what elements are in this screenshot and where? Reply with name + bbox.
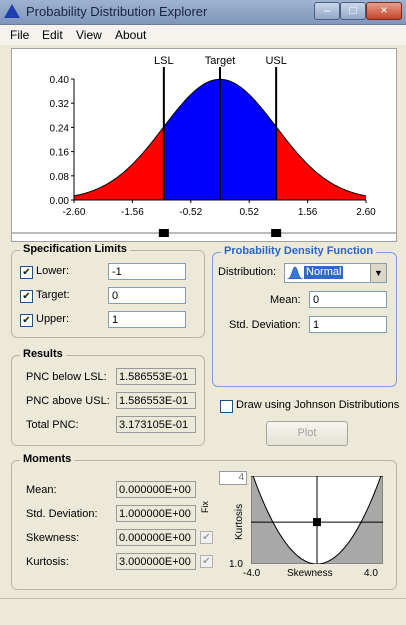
x-tick-label: -1.56 [121,207,144,218]
kurtosis-axis-label: Kurtosis [234,503,245,540]
y-tick-label: 0.16 [50,148,70,159]
pdf-mean-input[interactable]: 0 [309,291,387,308]
fix-skewness-checkbox[interactable]: ✔ [200,531,213,544]
upper-label: Upper: [36,313,70,325]
moments-title: Moments [20,453,75,465]
menu-view[interactable]: View [76,28,102,42]
moment-mean-label: Mean: [26,484,57,496]
y-tick-label: 0.32 [50,99,70,110]
pdf-mean-label: Mean: [270,294,301,306]
results-title: Results [20,348,66,360]
distribution-selected-value: Normal [304,266,344,279]
total-pnc-value: 3.173105E-01 [116,416,196,433]
window-title: Probability Distribution Explorer [26,4,208,19]
moment-point[interactable] [313,518,321,527]
app-icon [4,4,20,18]
pnc-above-value: 1.586553E-01 [116,392,196,409]
lsl-slider-handle[interactable] [158,229,169,237]
y-tick-label: 0.40 [50,75,70,86]
moment-kurt-value: 3.000000E+00 [116,553,196,570]
chevron-down-icon[interactable]: ▼ [370,264,386,282]
pdf-sd-label: Std. Deviation: [229,319,301,331]
x-tick-label: -2.60 [63,207,86,218]
johnson-label: Draw using Johnson Distributions [236,399,400,411]
fix-label: Fix [200,501,210,513]
target-field-label: Target: [36,289,70,301]
menu-about[interactable]: About [115,28,147,42]
distribution-chart: 0.40 0.32 0.24 0.16 0.08 0.00-2.60 -1.56 -0.52 0… [12,55,396,237]
title-bar: Probability Distribution Explorer – □ × [0,0,406,25]
total-pnc-label: Total PNC: [26,419,79,431]
upper-checkbox[interactable]: ✔ [20,314,33,327]
moment-mean-value: 0.000000E+00 [116,481,196,498]
maximize-button[interactable]: □ [340,2,366,20]
lower-label: Lower: [36,265,70,277]
lower-input[interactable]: -1 [108,263,186,280]
x-tick-label: 1.56 [298,207,318,218]
target-checkbox[interactable]: ✔ [20,290,33,303]
distribution-label: Distribution: [218,266,277,278]
status-bar [0,598,406,625]
distribution-plot-panel: 0.40 0.32 0.24 0.16 0.08 0.00 -2.60 -1.56 -0.52 0… [11,48,397,242]
chart-axes: 0.40 0.32 0.24 0.16 0.08 0.00-2.60 -1.56 -0.52 0… [50,75,377,218]
y-tick-label: 0.24 [50,123,70,134]
target-input[interactable]: 0 [108,287,186,304]
menu-bar: File Edit View About [0,25,406,45]
y-tick-label: 0.00 [50,196,70,207]
target-label: Target [205,55,236,67]
moment-sd-value: 1.000000E+00 [116,505,196,522]
minimize-button[interactable]: – [314,2,340,20]
close-button[interactable]: × [366,2,402,20]
y-tick-label: 0.08 [50,172,70,183]
pdf-title: Probability Density Function [221,245,377,257]
moment-skew-value: 0.000000E+00 [116,529,196,546]
lsl-label: LSL [154,55,174,67]
lower-tail-area [74,126,164,200]
moment-kurt-label: Kurtosis: [26,556,69,568]
upper-input[interactable]: 1 [108,311,186,328]
skewness-max-label: 4.0 [364,568,378,579]
skewness-axis-label: Skewness [287,568,333,579]
menu-file[interactable]: File [10,28,30,42]
moments-group: Moments Mean: 0.000000E+00 Std. Deviatio… [11,453,397,590]
distribution-select[interactable]: Normal ▼ [284,263,387,283]
kurtosis-max-field[interactable]: 4 [219,471,247,485]
x-tick-label: 0.52 [239,207,259,218]
johnson-checkbox[interactable] [220,400,233,413]
usl-slider-handle[interactable] [271,229,282,237]
normal-curve-icon [287,266,303,279]
upper-tail-area [276,126,366,200]
moment-chart[interactable] [251,476,383,564]
results-group: Results PNC below LSL: 1.586553E-01 PNC … [11,348,205,446]
pdf-sd-input[interactable]: 1 [309,316,387,333]
x-tick-label: -0.52 [179,207,202,218]
spec-limits-title: Specification Limits [20,243,130,255]
x-tick-label: 2.60 [356,207,376,218]
moment-skew-label: Skewness: [26,532,80,544]
kurtosis-min-label: 1.0 [229,559,243,570]
pdf-group: Probability Density Function Distributio… [212,245,397,387]
moment-sd-label: Std. Deviation: [26,508,98,520]
lower-checkbox[interactable]: ✔ [20,266,33,279]
menu-edit[interactable]: Edit [42,28,63,42]
pnc-below-value: 1.586553E-01 [116,368,196,385]
usl-label: USL [265,55,286,67]
plot-button[interactable]: Plot [266,421,348,446]
spec-limits-group: Specification Limits ✔ Lower: -1 ✔ Targe… [11,243,205,338]
pnc-above-label: PNC above USL: [26,395,110,407]
skewness-min-label: -4.0 [243,568,261,579]
fix-kurtosis-checkbox[interactable]: ✔ [200,555,213,568]
pnc-below-label: PNC below LSL: [26,371,107,383]
